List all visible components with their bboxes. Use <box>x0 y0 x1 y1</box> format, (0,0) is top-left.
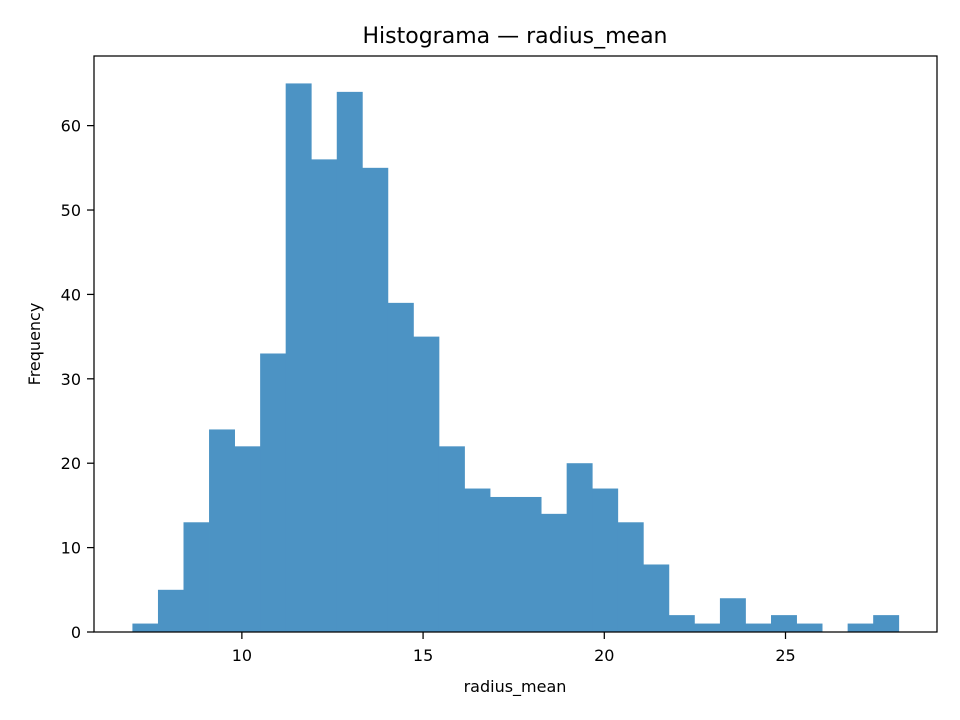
histogram-bar <box>336 91 363 632</box>
y-tick-label: 0 <box>71 623 81 642</box>
histogram-bar <box>694 623 721 632</box>
histogram-bar <box>362 167 389 633</box>
y-tick-label: 20 <box>61 454 81 473</box>
x-axis-ticks: 10 15 20 25 <box>232 632 796 665</box>
histogram-bar <box>464 488 491 632</box>
x-tick-label: 25 <box>775 646 795 665</box>
y-axis-label: Frequency <box>25 303 44 386</box>
histogram-bar <box>541 513 568 632</box>
histogram-bar <box>873 615 900 632</box>
x-tick-label: 20 <box>594 646 614 665</box>
histogram-bar <box>847 623 874 632</box>
histogram-bar <box>796 623 823 632</box>
y-tick-label: 50 <box>61 201 81 220</box>
y-tick-label: 40 <box>61 285 81 304</box>
y-tick-label: 60 <box>61 117 81 136</box>
histogram-bar <box>566 463 593 632</box>
histogram-bar <box>311 159 338 632</box>
histogram-bar <box>413 336 440 632</box>
y-tick-label: 30 <box>61 370 81 389</box>
histogram-bar <box>234 446 261 632</box>
x-axis-label: radius_mean <box>464 677 567 697</box>
histogram-bar <box>387 302 414 632</box>
histogram-bar <box>260 353 287 632</box>
histogram-bars <box>132 83 900 633</box>
y-axis-ticks: 0 10 20 30 40 50 60 <box>61 117 94 642</box>
histogram-bar <box>515 496 542 632</box>
histogram-bar <box>771 615 797 632</box>
plot-frame <box>93 55 938 633</box>
histogram-bar <box>132 623 159 632</box>
histogram-bar <box>643 564 670 632</box>
histogram-bar <box>490 496 516 632</box>
x-tick-label: 10 <box>232 646 252 665</box>
histogram-bar <box>745 623 772 632</box>
y-tick-label: 10 <box>61 539 81 558</box>
histogram-bar <box>209 429 235 632</box>
histogram-bar <box>592 488 619 632</box>
histogram-bar <box>285 83 312 632</box>
histogram-bar <box>438 446 465 632</box>
histogram-bar <box>719 598 746 632</box>
histogram-bar <box>183 522 210 632</box>
x-tick-label: 15 <box>413 646 433 665</box>
histogram-bar <box>617 522 644 632</box>
chart-title: Histograma — radius_mean <box>363 24 668 49</box>
histogram-bar <box>668 615 695 632</box>
histogram-bar <box>157 589 184 632</box>
